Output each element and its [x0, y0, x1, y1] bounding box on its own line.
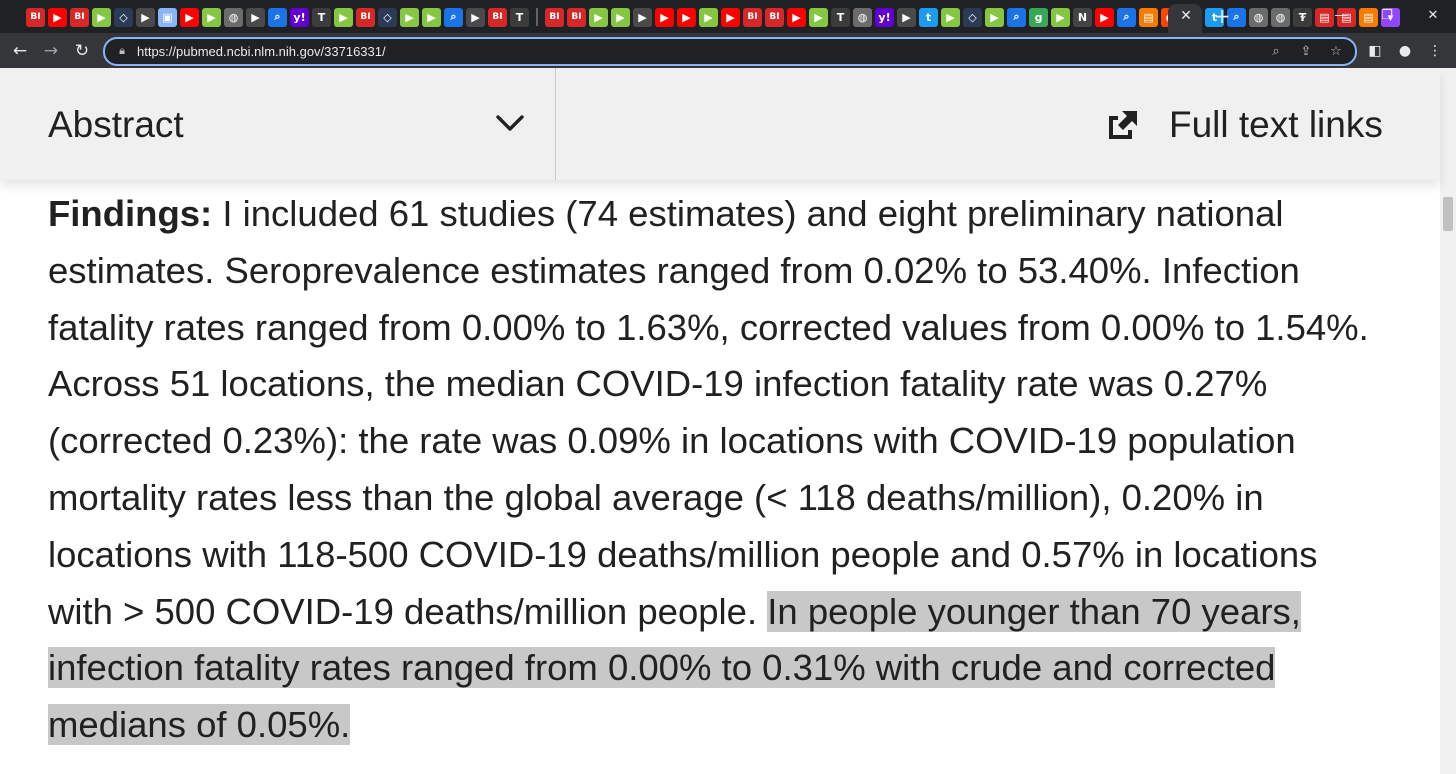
play-favicon-icon[interactable]: ▶	[246, 7, 265, 27]
url-text[interactable]: https://pubmed.ncbi.nlm.nih.gov/33716331…	[137, 44, 386, 59]
nyt-favicon-icon[interactable]: T	[1293, 7, 1312, 27]
business-insider-favicon-icon[interactable]: BI	[70, 7, 89, 27]
tab-favicons: BI ▶ BI ▶ ◇ ▶ ▣ ▶ ▶ ◍ ▶ ⌕ y! T ▶ BI ◇ ▶ ▶ ⌕ ▶ BI T BI BI ▶ ▶ ▶ ▶ ▶ ▶ ▶ B…	[26, 7, 1400, 27]
rumble-favicon-icon[interactable]: ▶	[334, 7, 353, 27]
rumble-favicon-icon[interactable]: ▶	[985, 7, 1004, 27]
youtube-favicon-icon[interactable]: ▶	[721, 7, 740, 27]
full-text-links-label: Full text links	[1169, 104, 1383, 145]
shield-favicon-icon[interactable]: ◇	[114, 7, 133, 27]
rumble-favicon-icon[interactable]: ▶	[1051, 7, 1070, 27]
youtube-favicon-icon[interactable]: ▶	[1095, 7, 1114, 27]
scrollbar-thumb[interactable]	[1443, 197, 1453, 231]
play-favicon-icon[interactable]: ▶	[136, 7, 155, 27]
abstract-label: Abstract	[48, 104, 184, 145]
findings-text: I included 61 studies (74 estimates) and…	[48, 193, 1369, 632]
bookmark-favicon-icon[interactable]: ▤	[1359, 7, 1378, 27]
youtube-favicon-icon[interactable]: ▶	[180, 7, 199, 27]
rumble-favicon-icon[interactable]: ▶	[589, 7, 608, 27]
shield-favicon-icon[interactable]: ◇	[378, 7, 397, 27]
business-insider-favicon-icon[interactable]: BI	[545, 7, 564, 27]
rumble-favicon-icon[interactable]: ▶	[941, 7, 960, 27]
rumble-favicon-icon[interactable]: ▶	[422, 7, 441, 27]
business-insider-favicon-icon[interactable]: BI	[26, 7, 45, 27]
bookmark-favicon-icon[interactable]: ▤	[1337, 7, 1356, 27]
news-favicon-icon[interactable]: N	[1073, 7, 1092, 27]
globe-favicon-icon[interactable]: ◍	[1249, 7, 1268, 27]
twitch-favicon-icon[interactable]: ▾	[1381, 7, 1400, 27]
page-scrollbar[interactable]	[1440, 68, 1456, 774]
bookmark-favicon-icon[interactable]: ▤	[1139, 7, 1158, 27]
minimize-icon[interactable]: —	[1334, 8, 1348, 23]
search-favicon-icon[interactable]: ⌕	[1117, 7, 1136, 27]
tab-strip: BI ▶ BI ▶ ◇ ▶ ▣ ▶ ▶ ◍ ▶ ⌕ y! T ▶ BI ◇ ▶ ▶ ⌕ ▶ BI T BI BI ▶ ▶ ▶ ▶ ▶ ▶ ▶ B…	[0, 0, 1456, 33]
play-favicon-icon[interactable]: ▶	[633, 7, 652, 27]
yahoo-favicon-icon[interactable]: y!	[290, 7, 309, 27]
youtube-favicon-icon[interactable]: ▶	[787, 7, 806, 27]
bookmark-star-icon[interactable]: ☆	[1330, 44, 1342, 59]
search-favicon-icon[interactable]: ⌕	[444, 7, 463, 27]
youtube-favicon-icon[interactable]: ▶	[48, 7, 67, 27]
business-insider-favicon-icon[interactable]: BI	[765, 7, 784, 27]
menu-kebab-icon[interactable]: ⋮	[1428, 43, 1442, 59]
play-favicon-icon[interactable]: ▶	[466, 7, 485, 27]
forward-icon[interactable]: →	[43, 41, 59, 61]
nyt-favicon-icon[interactable]: T	[831, 7, 850, 27]
nyt-favicon-icon[interactable]: T	[312, 7, 331, 27]
rumble-favicon-icon[interactable]: ▶	[92, 7, 111, 27]
play-favicon-icon[interactable]: ▶	[897, 7, 916, 27]
findings-heading: Findings:	[48, 193, 213, 234]
maximize-icon[interactable]: ❐	[1381, 8, 1393, 23]
address-bar[interactable]: 🔒︎ https://pubmed.ncbi.nlm.nih.gov/33716…	[103, 37, 1357, 66]
abstract-findings-paragraph: Findings: I included 61 studies (74 esti…	[48, 186, 1378, 754]
business-insider-favicon-icon[interactable]: BI	[356, 7, 375, 27]
active-tab[interactable]	[1168, 4, 1202, 33]
profile-avatar-icon[interactable]: ●	[1398, 43, 1412, 59]
image-favicon-icon[interactable]: ▣	[158, 7, 177, 27]
lock-icon[interactable]: 🔒︎	[119, 44, 125, 57]
reload-icon[interactable]: ↻	[74, 41, 90, 61]
yahoo-favicon-icon[interactable]: y!	[875, 7, 894, 27]
globe-favicon-icon[interactable]: ◍	[853, 7, 872, 27]
window-close-icon[interactable]: ✕	[1427, 8, 1439, 23]
twitter-favicon-icon[interactable]: t	[919, 7, 938, 27]
youtube-favicon-icon[interactable]: ▶	[677, 7, 696, 27]
browser-toolbar: ← → ↻ 🔒︎ https://pubmed.ncbi.nlm.nih.gov…	[0, 33, 1456, 68]
business-insider-favicon-icon[interactable]: BI	[743, 7, 762, 27]
search-favicon-icon[interactable]: ⌕	[1227, 7, 1246, 27]
search-favicon-icon[interactable]: ⌕	[1007, 7, 1026, 27]
rumble-favicon-icon[interactable]: ▶	[809, 7, 828, 27]
globe-favicon-icon[interactable]: ◍	[1271, 7, 1290, 27]
globe-favicon-icon[interactable]: ◍	[224, 7, 243, 27]
share-icon[interactable]: ⇪	[1300, 44, 1312, 59]
abstract-dropdown[interactable]: Abstract	[0, 68, 556, 180]
external-link-icon	[1109, 111, 1137, 139]
tab-group-separator	[536, 8, 538, 26]
tab-search-icon[interactable]: ⌄	[1297, 8, 1309, 23]
new-tab-button[interactable]: +	[1213, 4, 1231, 28]
rumble-favicon-icon[interactable]: ▶	[202, 7, 221, 27]
side-panel-icon[interactable]: ◧	[1368, 43, 1382, 59]
rumble-favicon-icon[interactable]: ▶	[400, 7, 419, 27]
tab-close-icon[interactable]: ✕	[1180, 8, 1192, 24]
g-favicon-icon[interactable]: g	[1029, 7, 1048, 27]
youtube-favicon-icon[interactable]: ▶	[655, 7, 674, 27]
rumble-favicon-icon[interactable]: ▶	[699, 7, 718, 27]
nyt-favicon-icon[interactable]: T	[510, 7, 529, 27]
shield-favicon-icon[interactable]: ◇	[963, 7, 982, 27]
twitter-favicon-icon[interactable]: t	[1205, 7, 1224, 27]
business-insider-favicon-icon[interactable]: BI	[488, 7, 507, 27]
chevron-down-icon[interactable]	[493, 106, 527, 140]
business-insider-favicon-icon[interactable]: BI	[567, 7, 586, 27]
full-text-links-button[interactable]: Full text links	[556, 68, 1440, 180]
bookmark-favicon-icon[interactable]: ▤	[1315, 7, 1334, 27]
article-sticky-header: Abstract Full text links	[0, 68, 1440, 180]
rumble-favicon-icon[interactable]: ▶	[611, 7, 630, 27]
zoom-icon[interactable]: ⌕	[1272, 44, 1280, 59]
back-icon[interactable]: ←	[12, 41, 28, 61]
search-favicon-icon[interactable]: ⌕	[268, 7, 287, 27]
